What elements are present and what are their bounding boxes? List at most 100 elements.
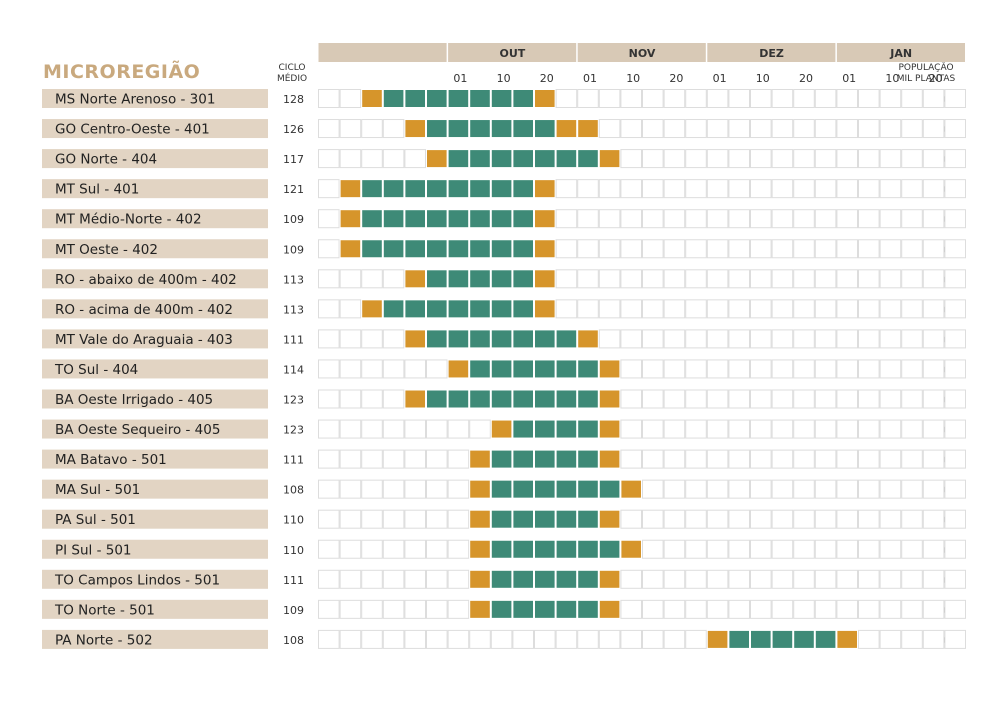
empty-cell (685, 539, 707, 559)
empty-cell (361, 269, 383, 289)
empty-cell (318, 569, 340, 589)
recommended-period-cell (447, 179, 470, 199)
empty-cell (598, 209, 621, 229)
empty-cell (361, 119, 383, 139)
empty-cell (318, 599, 340, 619)
edge-period-cell (706, 629, 729, 649)
empty-cell (750, 419, 772, 439)
empty-cell (750, 509, 772, 529)
empty-cell (361, 599, 383, 619)
row-label-background (42, 389, 268, 409)
empty-cell (663, 239, 686, 259)
empty-cell (728, 599, 751, 619)
recommended-period-cell (447, 269, 470, 289)
cycle-header-line1: CICLO (279, 63, 306, 73)
empty-cell (318, 239, 340, 259)
empty-cell (382, 389, 405, 409)
empty-cell (382, 599, 405, 619)
empty-cell (685, 629, 707, 649)
empty-cell (577, 299, 599, 319)
empty-cell (598, 329, 621, 349)
empty-cell (663, 539, 686, 559)
empty-cell (836, 329, 859, 349)
empty-cell (318, 479, 340, 499)
empty-cell (901, 89, 923, 108)
empty-cell (901, 119, 923, 139)
recommended-period-cell (577, 599, 599, 619)
empty-cell (879, 239, 902, 259)
empty-cell (836, 89, 859, 108)
empty-cell (944, 239, 967, 259)
empty-cell (814, 299, 837, 319)
empty-cell (858, 329, 880, 349)
recommended-period-cell (469, 179, 491, 199)
edge-period-cell (598, 599, 621, 619)
empty-cell (728, 299, 751, 319)
recommended-period-cell (577, 359, 599, 379)
empty-cell (685, 359, 707, 379)
recommended-period-cell (555, 509, 578, 529)
empty-cell (944, 509, 967, 529)
empty-cell (361, 629, 383, 649)
empty-cell (901, 239, 923, 259)
empty-cell (944, 479, 967, 499)
empty-cell (642, 149, 664, 169)
edge-period-cell (339, 209, 362, 229)
recommended-period-cell (490, 509, 513, 529)
recommended-period-cell (469, 329, 491, 349)
empty-cell (901, 449, 923, 469)
empty-cell (814, 569, 837, 589)
empty-cell (858, 89, 880, 108)
edge-period-cell (534, 179, 556, 199)
recommended-period-cell (534, 389, 556, 409)
empty-cell (663, 329, 686, 349)
empty-cell (339, 599, 362, 619)
empty-cell (706, 599, 729, 619)
empty-cell (339, 89, 362, 108)
empty-cell (814, 149, 837, 169)
empty-cell (750, 89, 772, 108)
empty-cell (901, 269, 923, 289)
recommended-period-cell (490, 179, 513, 199)
empty-cell (793, 539, 815, 559)
empty-cell (382, 479, 405, 499)
empty-cell (706, 479, 729, 499)
empty-cell (339, 119, 362, 139)
empty-cell (620, 89, 643, 108)
recommended-period-cell (534, 419, 556, 439)
empty-cell (339, 479, 362, 499)
empty-cell (901, 629, 923, 649)
empty-cell (404, 599, 426, 619)
recommended-period-cell (555, 479, 578, 499)
empty-cell (577, 89, 599, 108)
empty-cell (404, 569, 426, 589)
calendar-grid: OUT 01 10 20 NOV 01 10 20 DEZ 01 10 20 JAN 01 10 20 MS N… (42, 43, 967, 649)
edge-period-cell (555, 119, 578, 139)
empty-cell (793, 299, 815, 319)
recommended-period-cell (512, 149, 535, 169)
cycle-value: 114 (283, 363, 304, 376)
empty-cell (922, 359, 945, 379)
empty-cell (685, 239, 707, 259)
empty-cell (361, 419, 383, 439)
recommended-period-cell (555, 149, 578, 169)
empty-cell (879, 479, 902, 499)
edge-period-cell (620, 479, 643, 499)
month-header-band (577, 43, 706, 62)
empty-cell (750, 359, 772, 379)
empty-cell (620, 359, 643, 379)
empty-cell (814, 329, 837, 349)
empty-cell (836, 269, 859, 289)
empty-cell (620, 209, 643, 229)
empty-cell (771, 119, 794, 139)
empty-cell (879, 419, 902, 439)
empty-cell (771, 179, 794, 199)
recommended-period-cell (469, 209, 491, 229)
empty-cell (879, 569, 902, 589)
edge-period-cell (598, 149, 621, 169)
recommended-period-cell (512, 359, 535, 379)
empty-cell (339, 569, 362, 589)
empty-cell (663, 299, 686, 319)
empty-cell (836, 389, 859, 409)
row-label-background (42, 149, 268, 169)
